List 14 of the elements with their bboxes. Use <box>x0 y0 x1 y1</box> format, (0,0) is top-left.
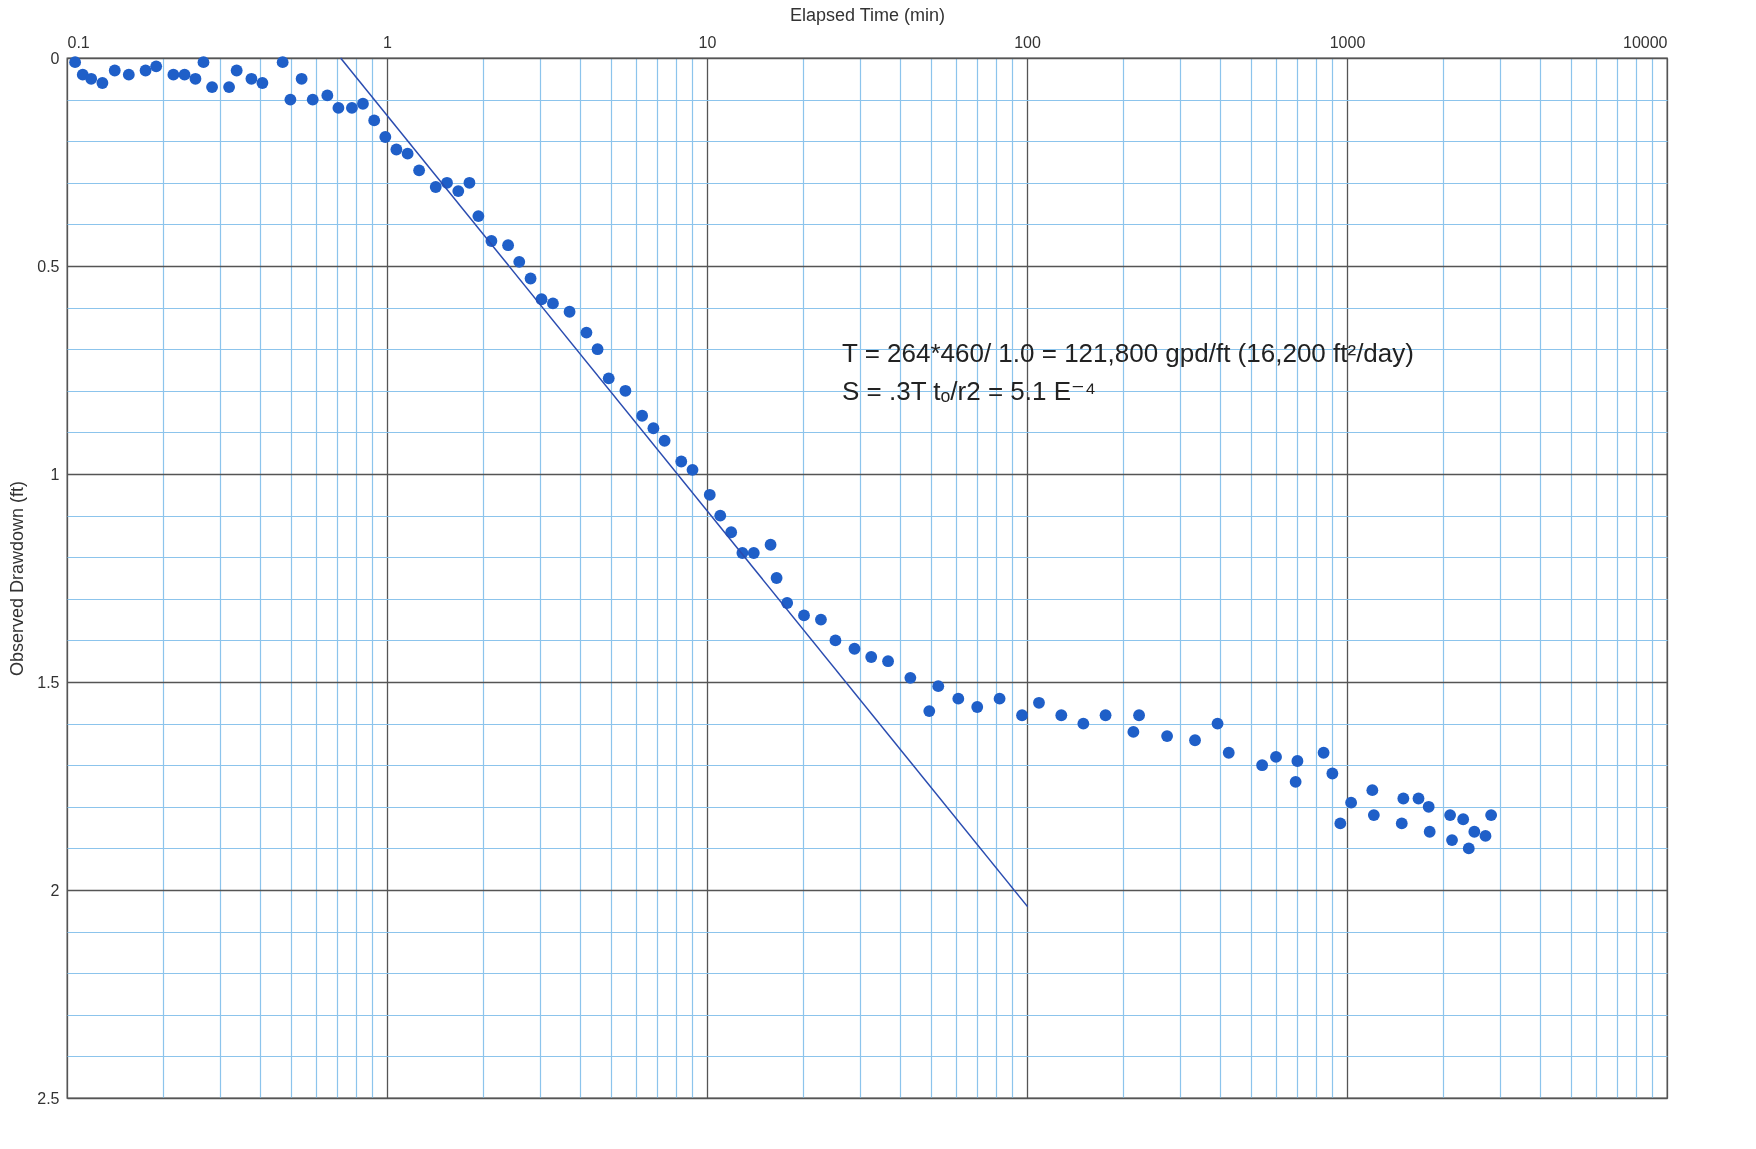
x-axis-title: Elapsed Time (min) <box>789 4 946 25</box>
y-tick-label: 0 <box>50 49 60 67</box>
y-tick-label: 2 <box>50 881 60 899</box>
y-tick-label: 0.5 <box>37 257 60 275</box>
y-axis-title: Observed Drawdown (ft) <box>7 480 28 677</box>
x-tick-label: 10000 <box>1623 33 1668 51</box>
x-tick-label: 1000 <box>1329 33 1366 51</box>
y-tick-label: 1.5 <box>37 673 60 691</box>
x-tick-label: 1 <box>383 33 393 51</box>
y-tick-label: 2.5 <box>37 1089 60 1107</box>
x-tick-label: 10 <box>698 33 717 51</box>
y-tick-label: 1 <box>50 465 60 483</box>
x-tick-label: 0.1 <box>67 33 90 51</box>
x-tick-label: 100 <box>1014 33 1041 51</box>
